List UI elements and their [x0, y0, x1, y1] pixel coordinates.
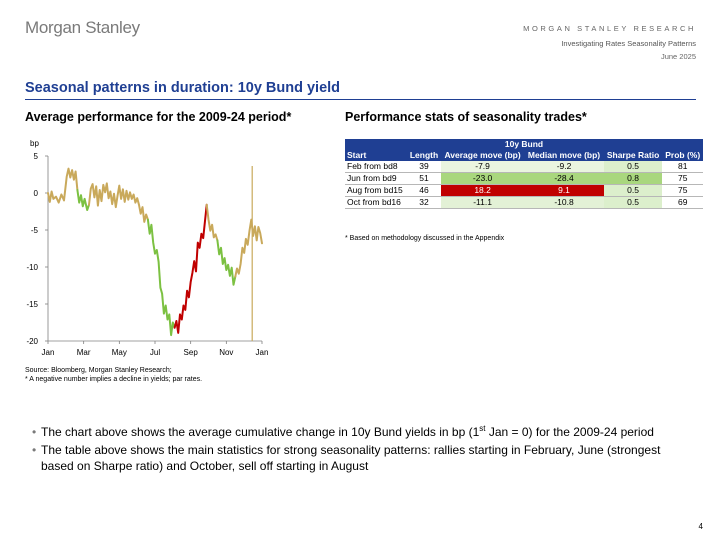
cell-start: Oct from bd16 [345, 196, 408, 209]
x-tick-label: Jul [150, 348, 160, 357]
y-tick-label: -15 [26, 300, 38, 309]
report-date: June 2025 [660, 52, 696, 61]
key-points: • The chart above shows the average cumu… [32, 424, 692, 476]
cell-prob: 75 [662, 184, 703, 197]
y-tick-label: -5 [31, 226, 39, 235]
col-header-start: Start [345, 150, 408, 161]
cell-start: Jun from bd9 [345, 172, 408, 185]
y-tick-label: -10 [26, 263, 38, 272]
cell-start: Feb from bd8 [345, 161, 408, 173]
table-row: Jun from bd9 51 -23.0 -28.4 0.8 75 [345, 172, 703, 185]
bullet-text-post: Jan = 0) for the 2009-24 period [485, 425, 654, 439]
x-tick-label: Jan [256, 348, 269, 357]
table-row: Aug from bd15 46 18.2 9.1 0.5 75 [345, 184, 703, 197]
firm-name: MORGAN STANLEY RESEARCH [523, 24, 696, 33]
cell-average: -23.0 [440, 172, 525, 185]
cell-length: 51 [407, 172, 441, 185]
bullet-dot-icon: • [32, 443, 37, 457]
col-header-length: Length [407, 150, 441, 161]
series-line-base [234, 218, 263, 278]
page-number: 4 [698, 522, 703, 531]
source-footnote: * A negative number implies a decline in… [25, 376, 203, 383]
col-header-average: Average move (bp) [440, 150, 525, 161]
cell-sharpe: 0.8 [603, 172, 663, 185]
bullet-dot-icon: • [32, 425, 37, 439]
col-header-median: Median move (bp) [524, 150, 604, 161]
cell-start: Aug from bd15 [345, 184, 408, 197]
cell-median: -28.4 [524, 172, 604, 185]
bullet-item: • The table above shows the main statist… [32, 442, 692, 474]
cell-prob: 69 [662, 196, 703, 209]
title-divider [25, 99, 696, 100]
morgan-stanley-logo: Morgan Stanley [25, 18, 140, 37]
chart-source: Source: Bloomberg, Morgan Stanley Resear… [25, 366, 202, 384]
cell-average: 18.2 [440, 184, 525, 197]
x-tick-label: Sep [184, 348, 199, 357]
series-line-rally-jun [146, 218, 176, 337]
cell-average: -11.1 [440, 196, 525, 209]
col-header-prob: Prob (%) [662, 150, 703, 161]
cell-sharpe: 0.5 [603, 184, 663, 197]
bullet-text: The table above shows the main statistic… [41, 443, 661, 473]
col-header-sharpe: Sharpe Ratio [603, 150, 663, 161]
page-title: Seasonal patterns in duration: 10y Bund … [25, 80, 341, 96]
bullet-text-pre: The chart above shows the average cumula… [41, 425, 480, 439]
report-header: MORGAN STANLEY RESEARCH Investigating Ra… [523, 24, 696, 61]
source-line: Source: Bloomberg, Morgan Stanley Resear… [25, 367, 172, 374]
bullet-item: • The chart above shows the average cumu… [32, 424, 692, 440]
y-tick-label: -20 [26, 337, 38, 346]
series-line-base [88, 182, 149, 223]
series-line-selloff-aug [173, 203, 208, 334]
seasonality-line-chart: bp 5 0 -5 -10 -15 -20 Jan Mar May Jul Sep Nov Jan [26, 139, 269, 357]
cell-median: 9.1 [524, 184, 604, 197]
report-title: Investigating Rates Seasonality Patterns [561, 39, 696, 48]
cell-length: 32 [407, 196, 441, 209]
cell-median: -10.8 [524, 196, 604, 209]
cell-length: 46 [407, 184, 441, 197]
cell-prob: 75 [662, 172, 703, 185]
y-axis-unit-label: bp [30, 139, 39, 148]
cell-length: 39 [407, 161, 441, 173]
series-line-rally-feb [76, 189, 90, 211]
bullet-superscript: st [479, 424, 486, 433]
cell-sharpe: 0.5 [603, 161, 663, 173]
x-tick-label: Nov [219, 348, 233, 357]
chart-heading: Average performance for the 2009-24 peri… [25, 110, 292, 124]
x-tick-label: Jan [42, 348, 55, 357]
cell-prob: 81 [662, 161, 703, 173]
table-band-header: 10y Bund [345, 139, 703, 150]
table-footnote: * Based on methodology discussed in the … [345, 235, 505, 242]
table-row: Oct from bd16 32 -11.1 -10.8 0.5 69 [345, 196, 703, 209]
y-tick-label: 5 [34, 152, 39, 161]
cell-median: -9.2 [524, 161, 604, 173]
series-line-base [205, 203, 219, 242]
seasonality-stats-table: 10y Bund Start Length Average move (bp) … [345, 139, 703, 209]
cell-sharpe: 0.5 [603, 196, 663, 209]
x-tick-label: Mar [77, 348, 91, 357]
x-tick-label: May [112, 348, 127, 357]
series-line-rally-oct [216, 239, 237, 286]
y-tick-label: 0 [34, 189, 39, 198]
table-row: Feb from bd8 39 -7.9 -9.2 0.5 81 [345, 161, 703, 173]
table-heading: Performance stats of seasonality trades* [345, 110, 587, 124]
series-line-base [47, 167, 79, 204]
cell-average: -7.9 [440, 161, 525, 173]
